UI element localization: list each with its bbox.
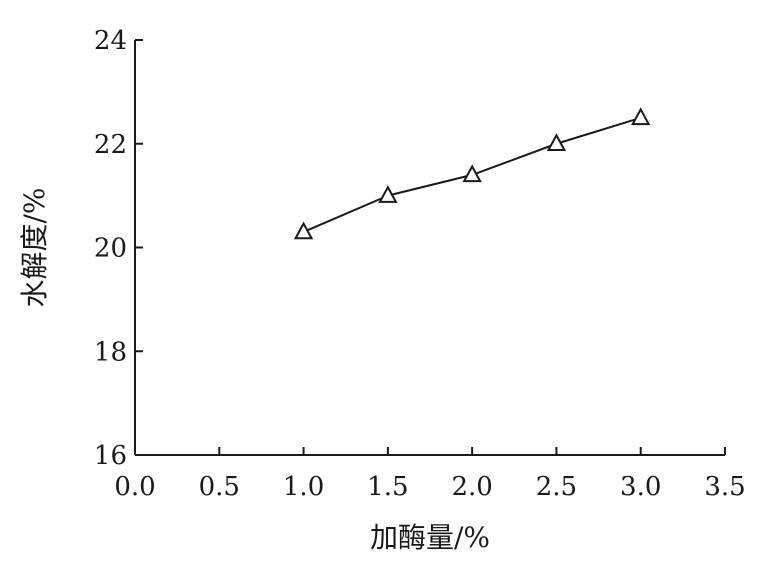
data-point-marker xyxy=(378,185,398,203)
x-tick-label: 0.5 xyxy=(199,472,240,502)
y-tick-label: 20 xyxy=(94,234,127,264)
x-tick-label: 3.0 xyxy=(620,472,661,502)
y-tick-label: 24 xyxy=(94,26,127,56)
x-axis-title: 加酶量/% xyxy=(370,521,490,554)
y-tick-label: 22 xyxy=(94,130,127,160)
data-point-marker xyxy=(631,107,651,126)
y-axis-title: 水解度/% xyxy=(18,187,51,307)
x-tick-label: 3.5 xyxy=(704,472,745,502)
data-point-marker xyxy=(546,133,567,152)
x-tick-label: 1.5 xyxy=(367,472,408,502)
y-tick-label: 16 xyxy=(94,441,127,471)
data-point-marker xyxy=(462,164,482,183)
x-tick-label: 0.0 xyxy=(114,472,155,502)
data-point-marker xyxy=(293,221,314,240)
y-tick-label: 18 xyxy=(94,337,127,367)
x-tick-label: 2.0 xyxy=(451,472,492,502)
y-axis-ticks: 16 18 20 22 24 xyxy=(94,26,143,471)
data-series xyxy=(293,107,651,240)
axes xyxy=(134,40,725,456)
x-tick-label: 1.0 xyxy=(283,472,324,502)
x-axis-ticks: 0.0 0.5 1.0 1.5 2.0 2.5 3.0 3.5 xyxy=(114,447,746,502)
x-tick-label: 2.5 xyxy=(536,472,577,502)
